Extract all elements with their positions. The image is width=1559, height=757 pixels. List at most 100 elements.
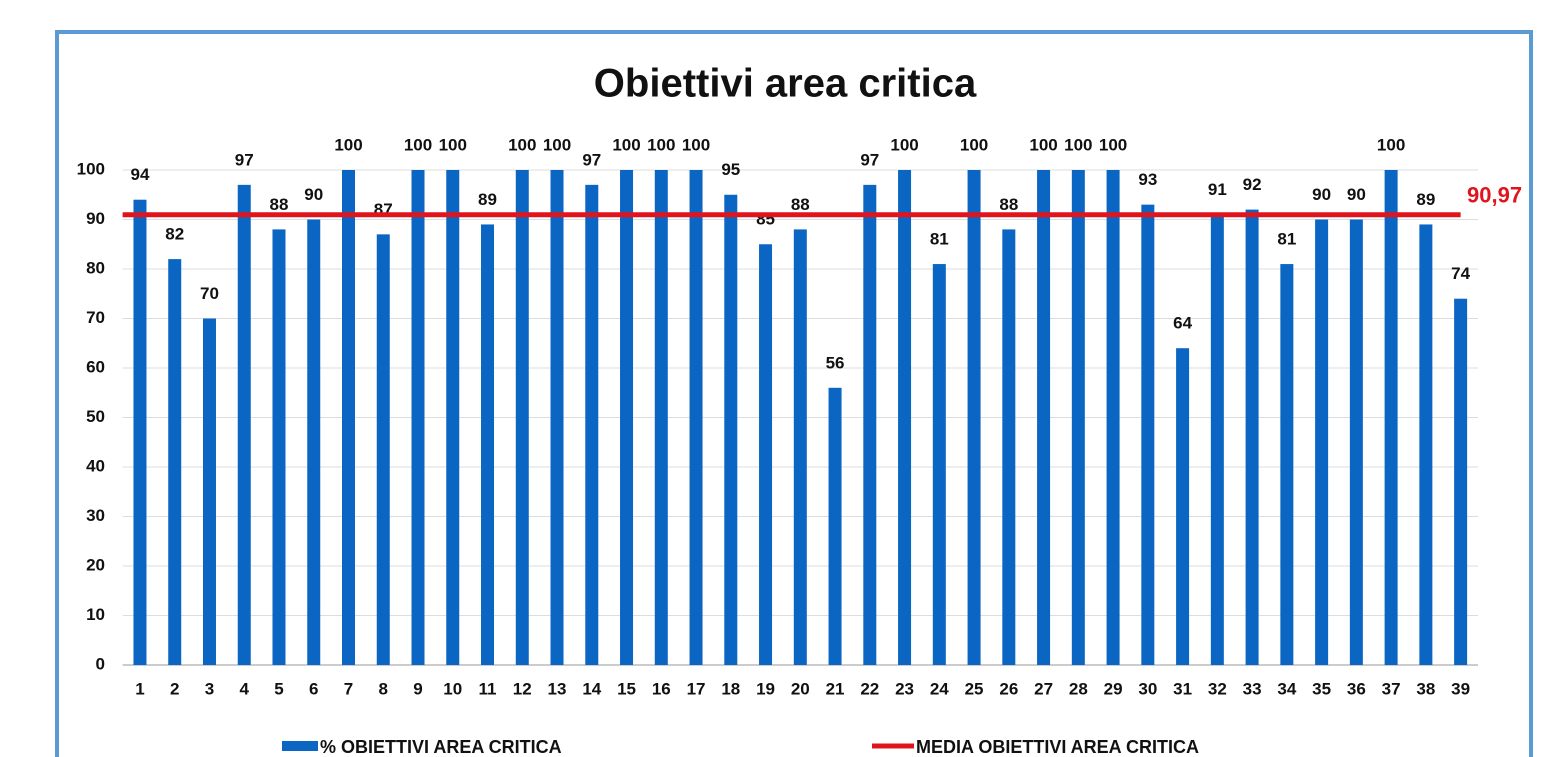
bar — [898, 170, 912, 665]
y-tick-label: 40 — [86, 456, 105, 475]
data-label: 100 — [334, 135, 362, 154]
data-label: 97 — [582, 150, 601, 169]
bar — [481, 224, 495, 665]
x-tick-label: 5 — [274, 679, 283, 698]
legend-swatch — [282, 741, 318, 751]
bar — [585, 184, 599, 665]
bar — [1419, 224, 1433, 665]
data-label: 100 — [1029, 135, 1057, 154]
legend-label: MEDIA OBIETTIVI AREA CRITICA — [916, 737, 1199, 757]
data-label: 97 — [860, 150, 879, 169]
data-label: 94 — [131, 165, 150, 184]
bar — [1210, 214, 1224, 666]
bar — [1349, 219, 1363, 665]
x-tick-label: 21 — [826, 679, 845, 698]
x-tick-label: 13 — [548, 679, 567, 698]
bar — [1037, 170, 1051, 665]
data-label: 82 — [165, 225, 184, 244]
x-tick-label: 9 — [413, 679, 422, 698]
x-tick-label: 27 — [1034, 679, 1053, 698]
y-tick-label: 70 — [86, 308, 105, 327]
bar — [237, 184, 251, 665]
bar — [1002, 229, 1016, 665]
x-tick-label: 10 — [443, 679, 462, 698]
x-tick-label: 6 — [309, 679, 318, 698]
x-tick-label: 19 — [756, 679, 775, 698]
bar — [1245, 209, 1259, 665]
bar — [967, 170, 981, 665]
data-label: 88 — [791, 195, 810, 214]
x-tick-label: 7 — [344, 679, 353, 698]
x-tick-label: 36 — [1347, 679, 1366, 698]
legend-label: % OBIETTIVI AREA CRITICA — [320, 737, 562, 757]
data-label: 100 — [543, 135, 571, 154]
x-tick-label: 29 — [1104, 679, 1123, 698]
bar — [342, 170, 355, 665]
data-label: 100 — [647, 135, 675, 154]
bar — [550, 170, 564, 665]
data-label: 100 — [1064, 135, 1092, 154]
bar — [1315, 219, 1329, 665]
data-label: 100 — [404, 135, 432, 154]
bar — [1280, 264, 1294, 665]
x-tick-label: 23 — [895, 679, 914, 698]
bar — [863, 184, 877, 665]
frame — [55, 30, 1533, 757]
x-tick-label: 22 — [860, 679, 879, 698]
data-label: 91 — [1208, 180, 1227, 199]
x-tick-label: 31 — [1173, 679, 1192, 698]
data-label: 100 — [439, 135, 467, 154]
bar — [828, 387, 842, 665]
x-tick-label: 32 — [1208, 679, 1227, 698]
mean-label: 90,97 — [1467, 183, 1522, 208]
y-tick-label: 10 — [86, 605, 105, 624]
x-tick-label: 12 — [513, 679, 532, 698]
x-tick-label: 28 — [1069, 679, 1088, 698]
data-label: 90 — [1347, 185, 1366, 204]
bar — [1384, 170, 1398, 665]
bar — [1176, 348, 1190, 665]
data-label: 70 — [200, 284, 219, 303]
data-label: 64 — [1173, 314, 1192, 333]
x-tick-label: 38 — [1416, 679, 1435, 698]
bar — [654, 170, 668, 665]
bar — [307, 219, 321, 665]
data-label: 93 — [1138, 170, 1157, 189]
data-label: 95 — [721, 160, 740, 179]
x-tick-label: 20 — [791, 679, 810, 698]
bar — [272, 229, 286, 665]
x-tick-label: 34 — [1277, 679, 1296, 698]
data-label: 88 — [270, 195, 289, 214]
data-label: 100 — [612, 135, 640, 154]
y-tick-label: 100 — [77, 159, 105, 178]
data-label: 89 — [478, 190, 497, 209]
x-tick-label: 11 — [479, 679, 497, 698]
y-tick-label: 60 — [86, 357, 105, 376]
bar — [1106, 170, 1120, 665]
data-label: 100 — [1099, 135, 1127, 154]
bar — [515, 170, 529, 665]
x-tick-label: 18 — [721, 679, 740, 698]
data-label: 89 — [1416, 190, 1435, 209]
x-tick-label: 39 — [1451, 679, 1470, 698]
data-label: 88 — [999, 195, 1018, 214]
data-label: 90 — [304, 185, 323, 204]
data-label: 90 — [1312, 185, 1331, 204]
data-label: 74 — [1451, 264, 1470, 283]
x-tick-label: 2 — [170, 679, 179, 698]
bar — [1141, 204, 1155, 665]
bar — [411, 170, 425, 665]
bar — [793, 229, 807, 665]
bar — [446, 170, 460, 665]
data-label: 100 — [508, 135, 536, 154]
bar — [202, 318, 216, 665]
data-label: 97 — [235, 150, 254, 169]
x-tick-label: 8 — [379, 679, 388, 698]
data-label: 56 — [826, 353, 845, 372]
bar — [1071, 170, 1085, 665]
bar — [724, 194, 738, 665]
x-tick-label: 1 — [135, 679, 144, 698]
data-label: 100 — [1377, 135, 1405, 154]
data-label: 100 — [890, 135, 918, 154]
